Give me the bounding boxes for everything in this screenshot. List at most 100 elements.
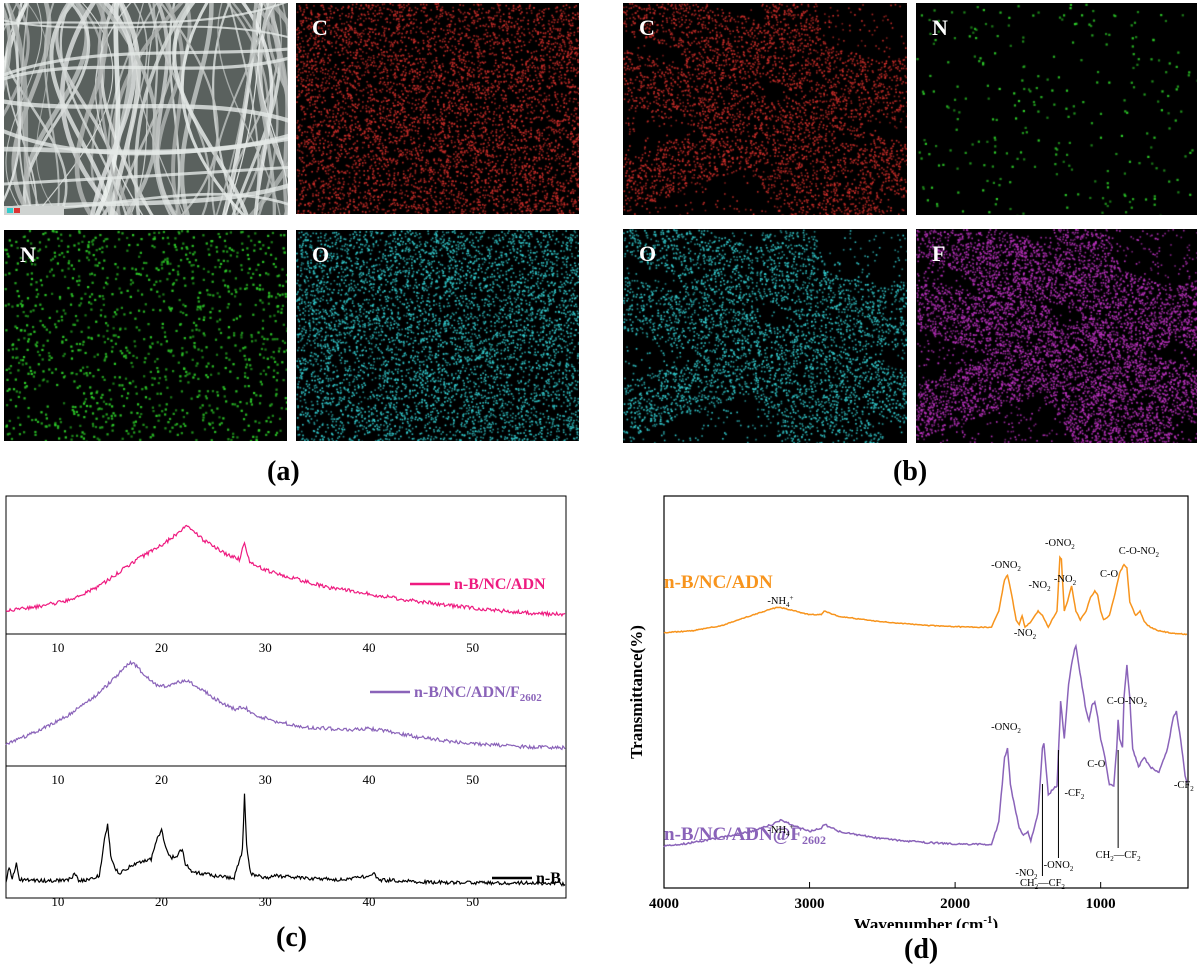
xrd-tick-label: 50: [466, 772, 479, 787]
fiber-strand: [4, 165, 288, 186]
subfigure-label-a: (a): [267, 456, 300, 487]
ftir-peak-annotation: -ONO2: [991, 560, 1021, 573]
subfigure-label-b: (b): [893, 456, 928, 487]
fiber-strand: [4, 3, 18, 32]
element-label: C: [639, 15, 655, 40]
element-label: N: [932, 15, 948, 40]
xrd-pattern-line: [5, 659, 566, 751]
panel-c: n-B/NC/ADN 10 20 30 40 50 n-B/NC/ADN/F2602 10 20…: [0, 490, 575, 910]
fiber-strand: [4, 19, 288, 39]
ftir-chart: 4000 3000 2000 1000 Wavenumber (cm-1) Transmi…: [627, 495, 1194, 928]
ftir-peak-annotation: -ONO2: [1044, 860, 1074, 873]
element-label: O: [312, 242, 330, 267]
eds-map-a-c: C: [296, 3, 579, 214]
ftir-tick-label: 2000: [940, 896, 970, 912]
subfigure-label-c: (c): [276, 922, 308, 953]
eds-map-a-n: N: [4, 230, 287, 441]
xrd-tick-label: 40: [362, 772, 375, 787]
xrd-tick-label: 50: [466, 640, 479, 655]
ftir-peak-annotation: -NO2: [1028, 580, 1051, 593]
fiber-strand: [4, 129, 288, 156]
eds-map-b-o: O: [623, 229, 907, 443]
ftir-tick-label: 3000: [795, 896, 825, 912]
fiber-strand: [226, 3, 270, 215]
xrd-tick-label: 30: [259, 894, 272, 909]
ftir-series-label: n-B/NC/ADN: [664, 572, 773, 593]
fiber-strand: [4, 99, 288, 123]
ftir-peak-annotation: CH2—CF2: [1096, 850, 1141, 863]
sem-fiber-image: [4, 3, 288, 215]
ftir-peak-annotation: C-O: [1087, 759, 1106, 770]
xrd-pattern-line: [5, 524, 566, 618]
eds-dots: [296, 230, 579, 441]
ftir-peak-annotation: -NH4+: [767, 594, 793, 609]
ftir-peak-annotation: -ONO2: [991, 722, 1021, 735]
ftir-tick-label: 1000: [1086, 896, 1116, 912]
xrd-tick-label: 20: [155, 640, 168, 655]
ftir-peak-annotation: CH2—CF2: [1020, 878, 1065, 891]
eds-map-b-f: F: [916, 229, 1197, 443]
element-label: C: [312, 15, 328, 40]
ftir-series-label: n-B/NC/ADN@F2602: [664, 824, 826, 847]
eds-dots: [916, 229, 1197, 443]
fiber-strand: [215, 3, 257, 215]
element-label: O: [639, 241, 657, 266]
ftir-peak-annotation: C-O-NO2: [1107, 696, 1148, 709]
eds-dots: [4, 230, 287, 441]
ftir-peak-annotation: -NO2: [1054, 574, 1077, 587]
scale-bar-mark: [14, 208, 20, 213]
eds-map-b-n: N: [916, 3, 1197, 215]
scale-bar: [4, 206, 64, 215]
fiber-strand: [20, 3, 43, 215]
eds-dots: [623, 3, 907, 215]
fiber-strand: [4, 47, 288, 77]
legend-label: n-B: [536, 870, 561, 887]
xrd-pattern-line: [5, 793, 566, 887]
ftir-tick-label: 4000: [649, 896, 679, 912]
ftir-spectrum-line: [663, 643, 1188, 848]
scale-bar-mark: [7, 208, 13, 213]
xrd-chart: n-B/NC/ADN 10 20 30 40 50 n-B/NC/ADN/F2602 10 20…: [5, 495, 567, 909]
eds-map-a-o: O: [296, 230, 579, 441]
fiber-strand: [5, 3, 35, 215]
xrd-tick-label: 40: [362, 894, 375, 909]
fiber-strand: [4, 3, 287, 26]
xrd-tick-label: 30: [259, 772, 272, 787]
ftir-peak-annotation: C-O-NO2: [1119, 546, 1160, 559]
ftir-x-axis-label: Wavenumber (cm-1): [854, 914, 998, 928]
eds-map-b-c: C: [623, 3, 907, 215]
subfigure-label-d: (d): [904, 934, 939, 965]
xrd-tick-label: 20: [155, 894, 168, 909]
xrd-tick-label: 20: [155, 772, 168, 787]
xrd-tick-label: 40: [362, 640, 375, 655]
eds-dots: [623, 229, 907, 443]
xrd-tick-label: 10: [51, 894, 64, 909]
fiber-strand: [4, 56, 288, 81]
fiber-strand: [4, 3, 33, 215]
xrd-frame: [5, 765, 567, 899]
ftir-peak-annotation: -NO2: [1014, 628, 1037, 641]
xrd-tick-label: 10: [51, 640, 64, 655]
fiber-strand: [4, 55, 68, 215]
ftir-peak-annotation: -CF2: [1065, 788, 1085, 801]
fiber-strand: [253, 3, 288, 215]
xrd-tick-label: 30: [259, 640, 272, 655]
fiber-strand: [269, 3, 288, 215]
ftir-peak-annotation: C-O: [1100, 569, 1119, 580]
xrd-frame: [5, 495, 567, 635]
ftir-frame: [663, 495, 1189, 889]
ftir-y-axis-label: Transmittance(%): [627, 625, 646, 759]
eds-dots: [296, 3, 579, 214]
xrd-tick-label: 10: [51, 772, 64, 787]
ftir-peak-annotation: -CF2: [1174, 780, 1194, 793]
ftir-peak-annotation: -NO2: [1015, 868, 1038, 881]
fiber-strand: [281, 3, 288, 181]
ftir-spectrum-line: [663, 555, 1188, 636]
eds-dots: [916, 3, 1197, 215]
fiber-strand: [4, 6, 12, 93]
panel-d: 4000 3000 2000 1000 Wavenumber (cm-1) Transmi…: [620, 488, 1200, 928]
fiber-strand: [266, 3, 288, 97]
xrd-tick-label: 50: [466, 894, 479, 909]
legend-label: n-B/NC/ADN: [454, 576, 546, 593]
ftir-peak-annotation: -ONO2: [1045, 538, 1075, 551]
